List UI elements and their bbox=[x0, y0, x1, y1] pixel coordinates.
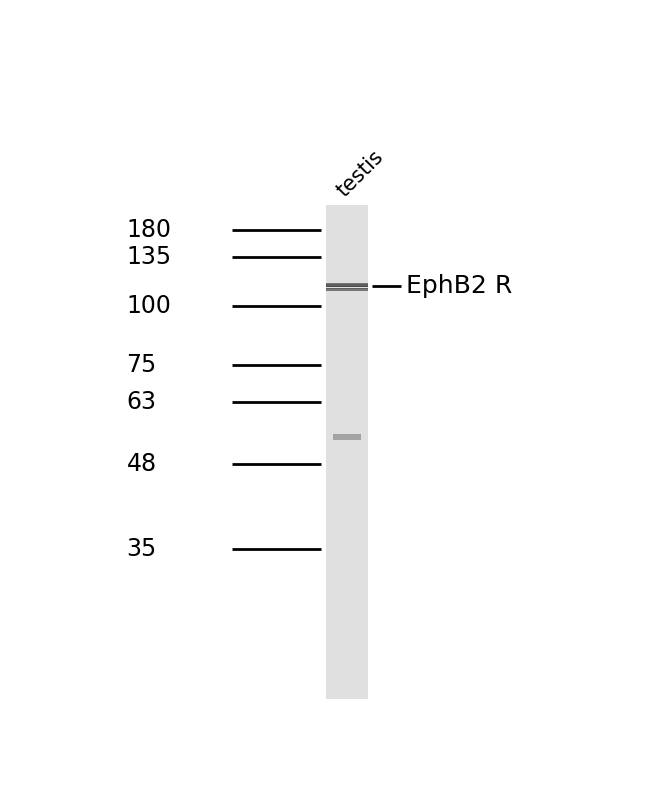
Bar bbox=[326, 288, 368, 289]
Text: testis: testis bbox=[333, 147, 387, 201]
Text: 48: 48 bbox=[127, 452, 157, 476]
Bar bbox=[333, 434, 361, 439]
Text: 75: 75 bbox=[127, 353, 157, 377]
Bar bbox=[326, 206, 369, 699]
Text: 63: 63 bbox=[127, 390, 157, 414]
Bar bbox=[326, 286, 368, 288]
Text: EphB2 R: EphB2 R bbox=[406, 274, 512, 298]
Text: 135: 135 bbox=[127, 245, 172, 269]
Bar bbox=[326, 289, 368, 291]
Bar bbox=[326, 283, 368, 284]
Text: 100: 100 bbox=[127, 294, 172, 318]
Text: 35: 35 bbox=[127, 537, 157, 560]
Text: 180: 180 bbox=[127, 218, 172, 242]
